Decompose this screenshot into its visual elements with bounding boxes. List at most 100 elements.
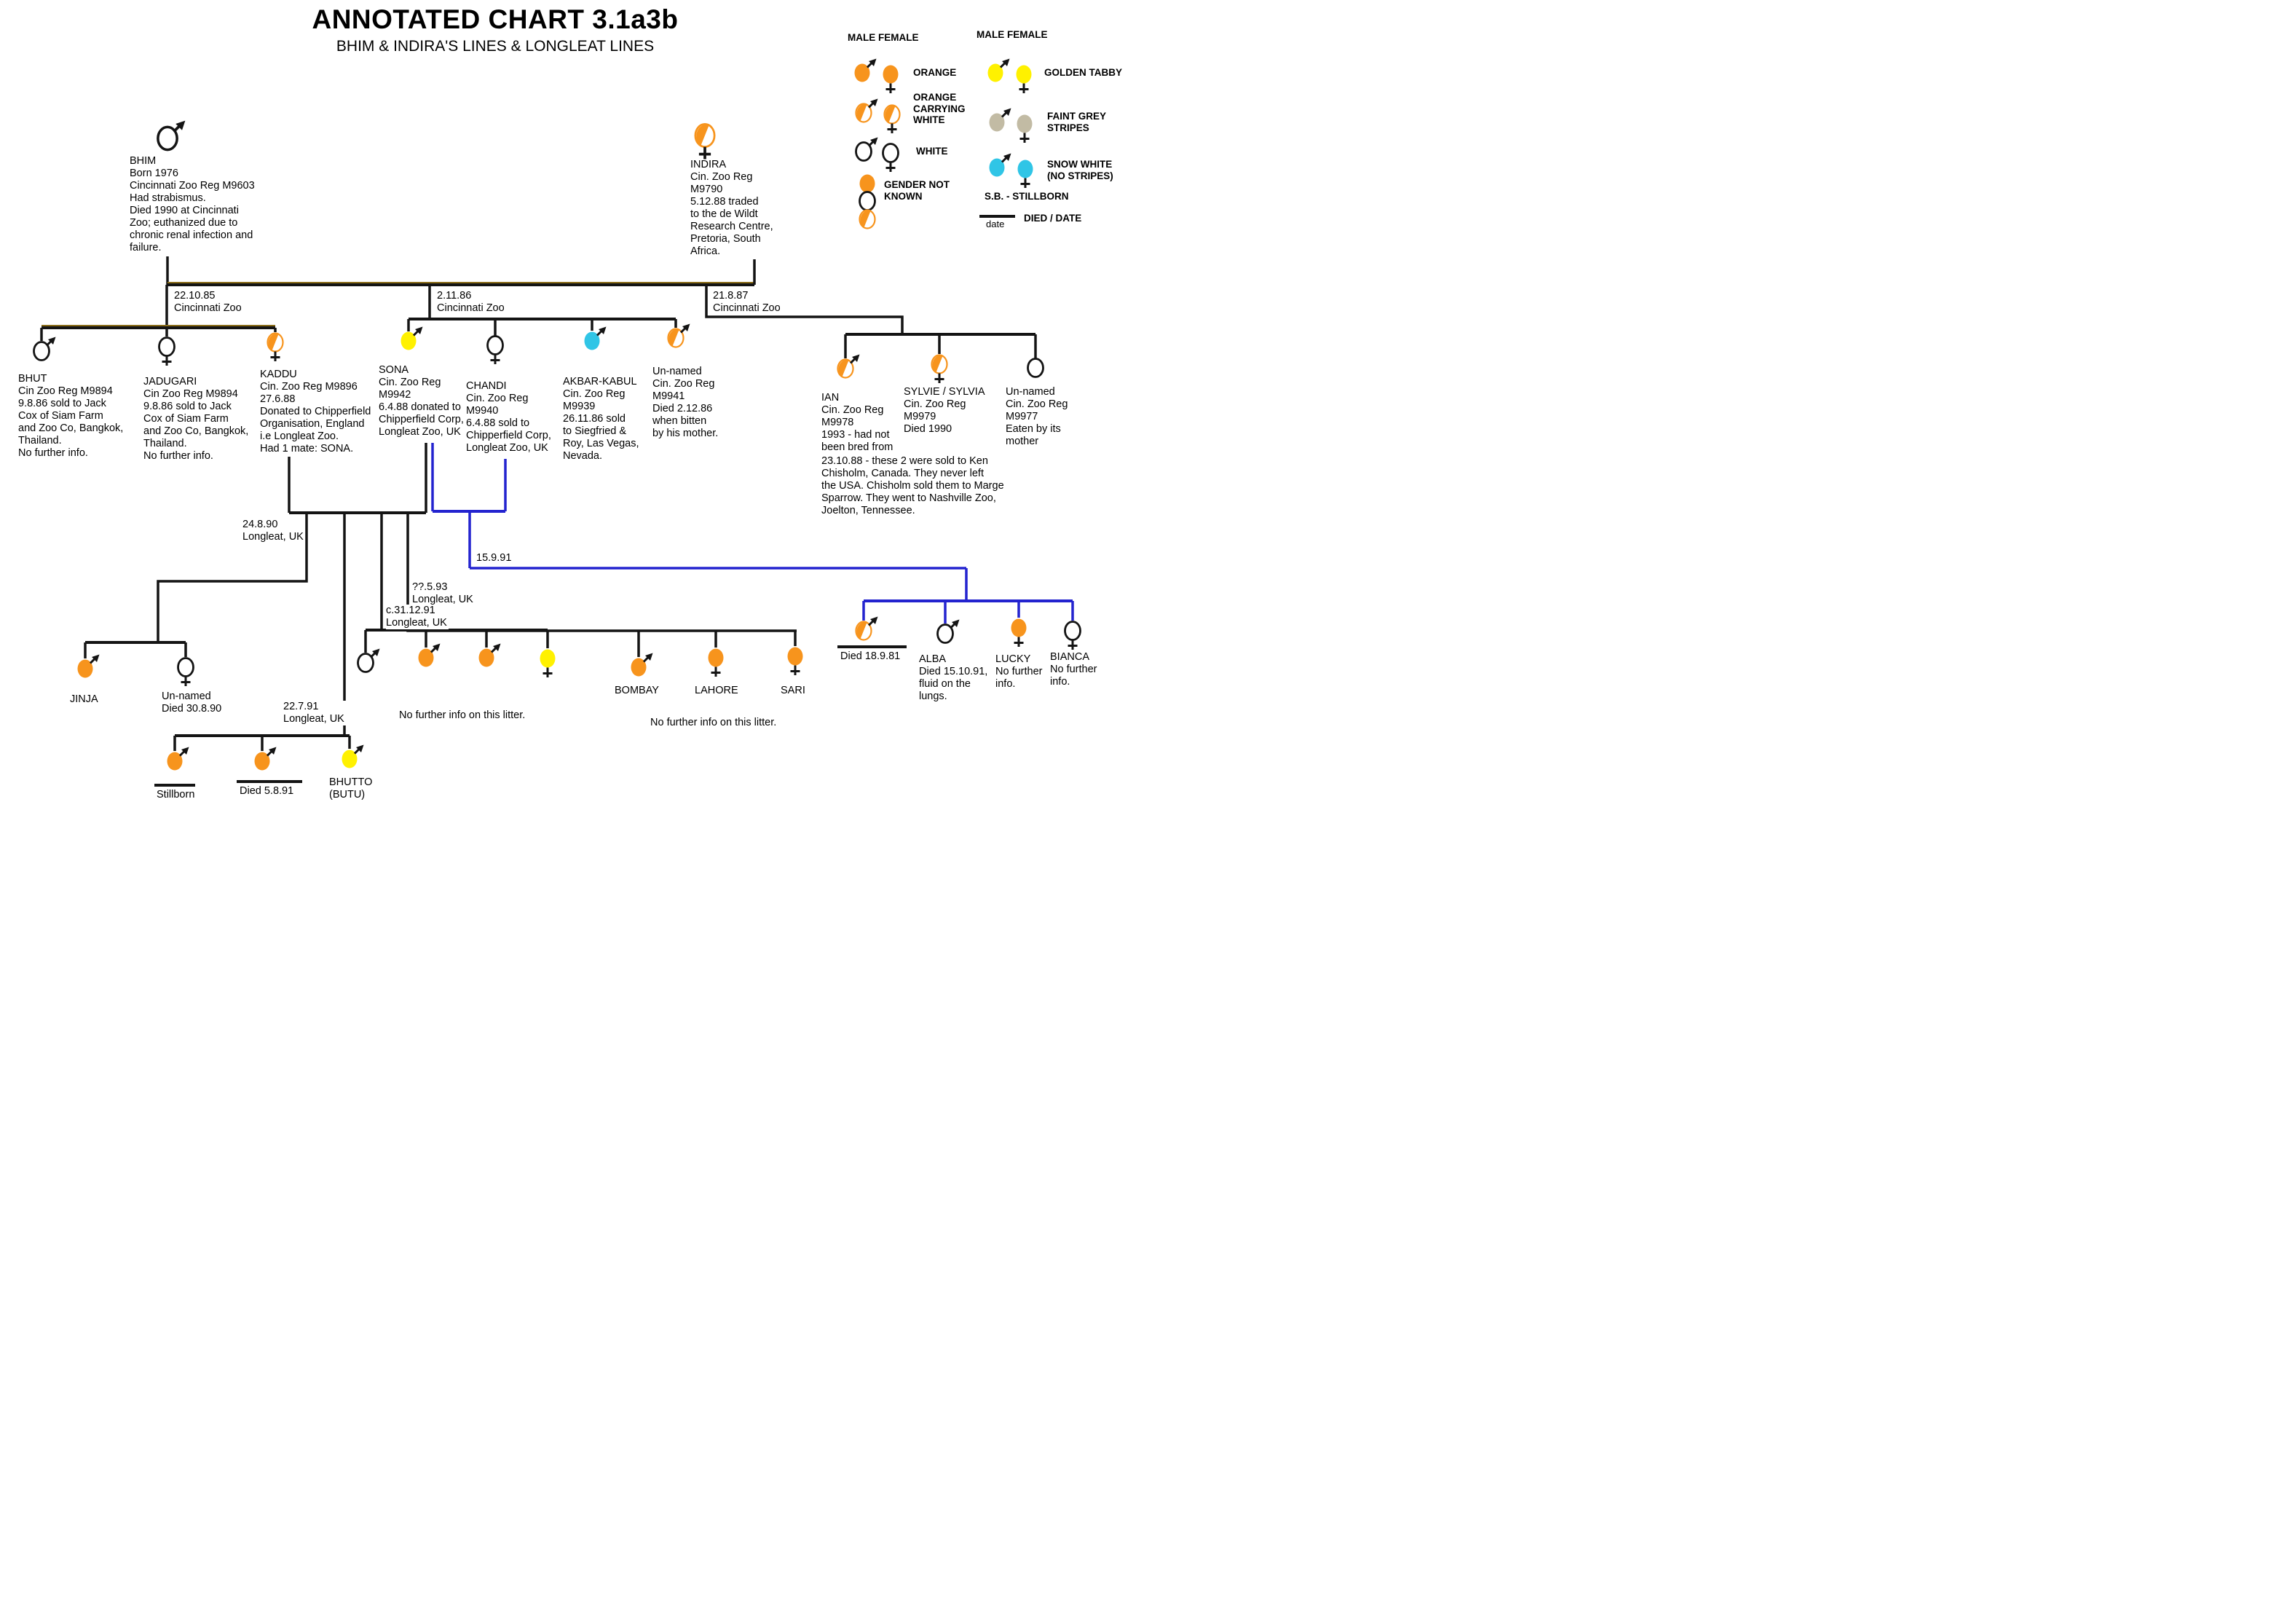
- label-unnamed-m9977-info: Un-named Cin. Zoo Reg M9977 Eaten by its…: [1006, 386, 1068, 447]
- label-unnamed-m9941-info: Un-named Cin. Zoo Reg M9941 Died 2.12.86…: [652, 366, 719, 439]
- male-arrow-head: [870, 98, 878, 106]
- label-legend-stillborn-label: S.B. - STILLBORN: [985, 191, 1069, 202]
- circle-outline: [859, 191, 876, 211]
- label-litter-date-15-9-91: 15.9.91: [476, 552, 513, 564]
- label-legend-carrier-label: ORANGE CARRYING WHITE: [913, 92, 966, 125]
- filled-circle: [1017, 114, 1033, 133]
- male-arrow-head: [1003, 108, 1011, 116]
- circle-outline: [1027, 358, 1044, 378]
- label-legend-snow-label: SNOW WHITE (NO STRIPES): [1047, 159, 1113, 181]
- male-arrow-head: [415, 326, 423, 334]
- male-arrow-head: [356, 744, 364, 752]
- label-akbar-info: AKBAR-KABUL Cin. Zoo Reg M9939 26.11.86 …: [563, 376, 639, 462]
- filled-circle: [631, 658, 647, 677]
- male-arrow-head: [682, 323, 690, 331]
- filled-circle: [989, 113, 1005, 132]
- circle-outline: [357, 653, 374, 673]
- label-legend-header-1: MALE FEMALE: [848, 32, 919, 43]
- circle-outline: [157, 125, 178, 152]
- symbol-stillborn-cub: [167, 747, 189, 771]
- label-chisholm-note: 23.10.88 - these 2 were sold to Ken Chis…: [821, 455, 1004, 516]
- label-mating-date-1985: 22.10.85 Cincinnati Zoo: [174, 290, 243, 315]
- filled-circle: [989, 158, 1005, 177]
- symbol-kaddu: [267, 332, 284, 361]
- label-jinja-label: JINJA: [70, 693, 98, 705]
- pedigree-lines-and-symbols: [33, 58, 1081, 787]
- symbol-sari: [787, 647, 803, 675]
- label-jadugari-info: JADUGARI Cin Zoo Reg M9894 9.8.86 sold t…: [143, 376, 249, 462]
- label-bhutto-label: BHUTTO (BUTU): [329, 776, 373, 800]
- label-ian-info: IAN Cin. Zoo Reg M9978 1993 - had not be…: [821, 392, 893, 453]
- label-legend-unknown-label: GENDER NOT KNOWN: [884, 179, 950, 202]
- half-orange-fill: [932, 355, 943, 373]
- symbol-bianca: [1064, 621, 1081, 650]
- symbol-lucky: [1011, 618, 1027, 647]
- label-legend-golden-label: GOLDEN TABBY: [1044, 67, 1122, 78]
- symbol-unnamed-m9977: [1027, 358, 1044, 378]
- symbol-jadugari: [158, 337, 175, 366]
- circle-outline: [33, 341, 50, 361]
- male-arrow-head: [181, 747, 189, 755]
- half-orange-fill: [860, 211, 871, 228]
- symbol-bhut: [33, 337, 56, 361]
- symbol-chandi: [486, 335, 504, 364]
- filled-circle: [167, 752, 183, 771]
- symbol-lahore: [708, 648, 724, 677]
- label-lahore-label: LAHORE: [695, 685, 738, 696]
- symbol-legend-unknown-white: [859, 191, 876, 211]
- symbol-sona: [401, 326, 423, 350]
- label-lucky-info: LUCKY No further info.: [995, 653, 1043, 690]
- male-arrow-head: [433, 643, 441, 651]
- symbol-akbar-kabul: [584, 326, 607, 350]
- circle-outline: [177, 657, 194, 677]
- filled-circle: [401, 331, 417, 350]
- half-orange-fill: [696, 125, 709, 146]
- label-litter-date-24-8-90: 24.8.90 Longleat, UK: [242, 519, 305, 543]
- label-bhut-info: BHUT Cin Zoo Reg M9894 9.8.86 sold to Ja…: [18, 373, 124, 459]
- symbol-litter-f-cub2: [418, 643, 441, 667]
- filled-circle: [540, 649, 556, 668]
- label-bhim-info: BHIM Born 1976 Cincinnati Zoo Reg M9603 …: [130, 155, 255, 253]
- label-litter-date-5-93: ??.5.93 Longleat, UK: [412, 581, 475, 606]
- filled-circle: [854, 63, 870, 82]
- circle-outline: [486, 335, 504, 355]
- male-arrow-head: [599, 326, 607, 334]
- symbol-legend-female-grey: [1017, 114, 1033, 143]
- male-arrow-head: [92, 654, 100, 662]
- filled-circle: [787, 647, 803, 666]
- label-kaddu-info: KADDU Cin. Zoo Reg M9896 27.6.88 Donated…: [260, 369, 371, 455]
- label-mating-date-1987: 21.8.87 Cincinnati Zoo: [713, 290, 782, 315]
- filled-circle: [77, 659, 93, 678]
- filled-circle: [584, 331, 600, 350]
- label-alba-info: ALBA Died 15.10.91, fluid on the lungs.: [919, 653, 988, 702]
- symbol-legend-unknown-carrier: [859, 209, 876, 229]
- circle-outline: [855, 141, 872, 162]
- male-arrow-head: [175, 120, 186, 130]
- symbol-legend-female-white: [882, 143, 899, 172]
- symbol-legend-unknown-orange: [859, 174, 875, 193]
- symbol-legend-male-white: [855, 137, 878, 162]
- label-bombay-label: BOMBAY: [615, 685, 659, 696]
- male-arrow-head: [1003, 153, 1011, 161]
- label-indira-info: INDIRA Cin. Zoo Reg M9790 5.12.88 traded…: [690, 159, 773, 257]
- male-arrow-head: [870, 616, 878, 624]
- filled-circle: [883, 65, 899, 84]
- symbol-litter-f-cub3: [478, 643, 501, 667]
- symbol-bhutto: [342, 744, 364, 768]
- symbol-sylvie: [931, 354, 948, 383]
- label-litter-date-31-12-91: c.31.12.91 Longleat, UK: [386, 605, 449, 629]
- litter-24-8-90-path: [157, 513, 308, 642]
- symbol-legend-male-grey: [989, 108, 1011, 132]
- label-legend-date-sample: date: [986, 219, 1005, 229]
- label-legend-grey-label: FAINT GREY STRIPES: [1047, 111, 1107, 133]
- chart-title: ANNOTATED CHART 3.1a3b: [312, 4, 679, 34]
- chart-subtitle: BHIM & INDIRA'S LINES & LONGLEAT LINES: [336, 38, 655, 55]
- label-legend-died-label: DIED / DATE: [1024, 213, 1082, 224]
- filled-circle: [478, 648, 494, 667]
- symbol-legend-male-orange: [854, 58, 877, 82]
- symbol-legend-male-carrier: [855, 98, 878, 123]
- label-stillborn-label: Stillborn: [157, 789, 195, 800]
- label-mating-date-1986: 2.11.86 Cincinnati Zoo: [437, 290, 506, 315]
- filled-circle: [418, 648, 434, 667]
- label-litter-e-note: No further info on this litter.: [650, 717, 777, 728]
